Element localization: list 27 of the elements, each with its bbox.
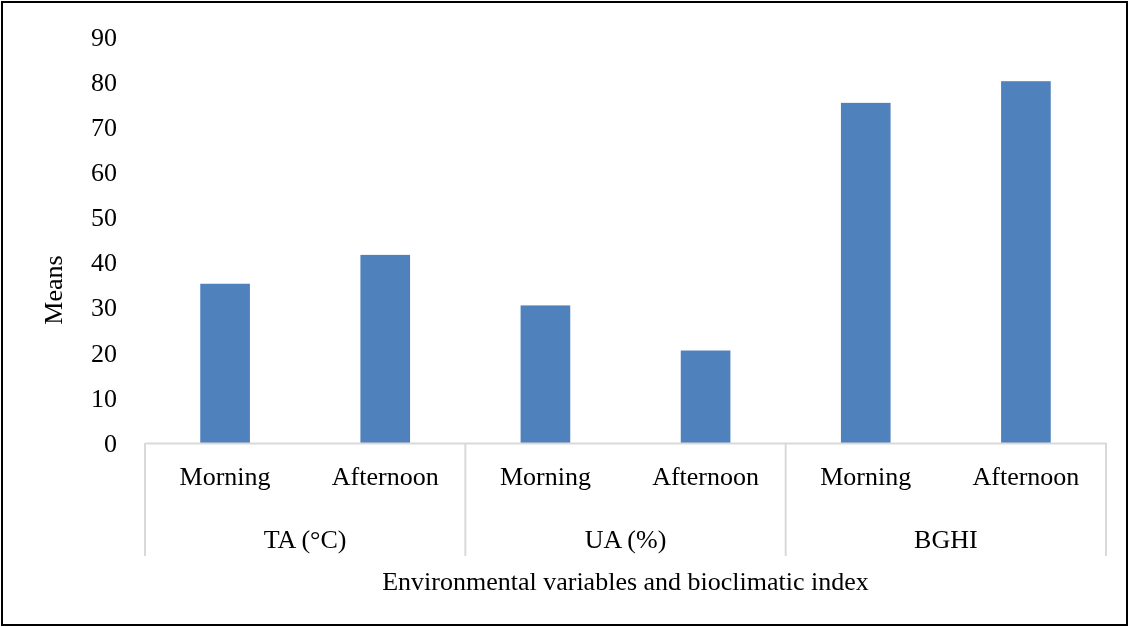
y-tick-label: 30 xyxy=(91,293,117,323)
y-tick-label: 70 xyxy=(91,113,117,143)
x-axis-title: Environmental variables and bioclimatic index xyxy=(382,567,869,596)
y-tick-label: 10 xyxy=(91,383,117,413)
text: TA (°C) xyxy=(263,525,347,554)
y-tick-label: 60 xyxy=(91,158,117,188)
text: UA (%) xyxy=(584,525,667,554)
text: BGHI xyxy=(914,525,978,554)
y-tick-label: 80 xyxy=(91,67,117,97)
bar xyxy=(520,305,571,443)
x-tick-label: Afternoon xyxy=(331,462,439,492)
bar xyxy=(1001,81,1051,443)
bar xyxy=(360,254,411,443)
x-tick-label: Afternoon xyxy=(652,462,760,492)
y-axis-title: Means xyxy=(39,255,68,325)
y-tick-label: 40 xyxy=(91,248,117,278)
y-tick-label: 90 xyxy=(91,22,117,52)
x-tick-label: Morning xyxy=(179,462,271,492)
x-tick-label: Morning xyxy=(820,462,912,492)
y-tick-label: 0 xyxy=(104,428,117,458)
bar xyxy=(200,283,250,443)
y-tick-label: 20 xyxy=(91,338,117,368)
y-tick-label: 50 xyxy=(91,203,117,233)
bar xyxy=(840,102,891,443)
bar xyxy=(680,350,731,443)
x-tick-label: Afternoon xyxy=(972,462,1080,492)
x-tick-label: Morning xyxy=(499,462,591,492)
